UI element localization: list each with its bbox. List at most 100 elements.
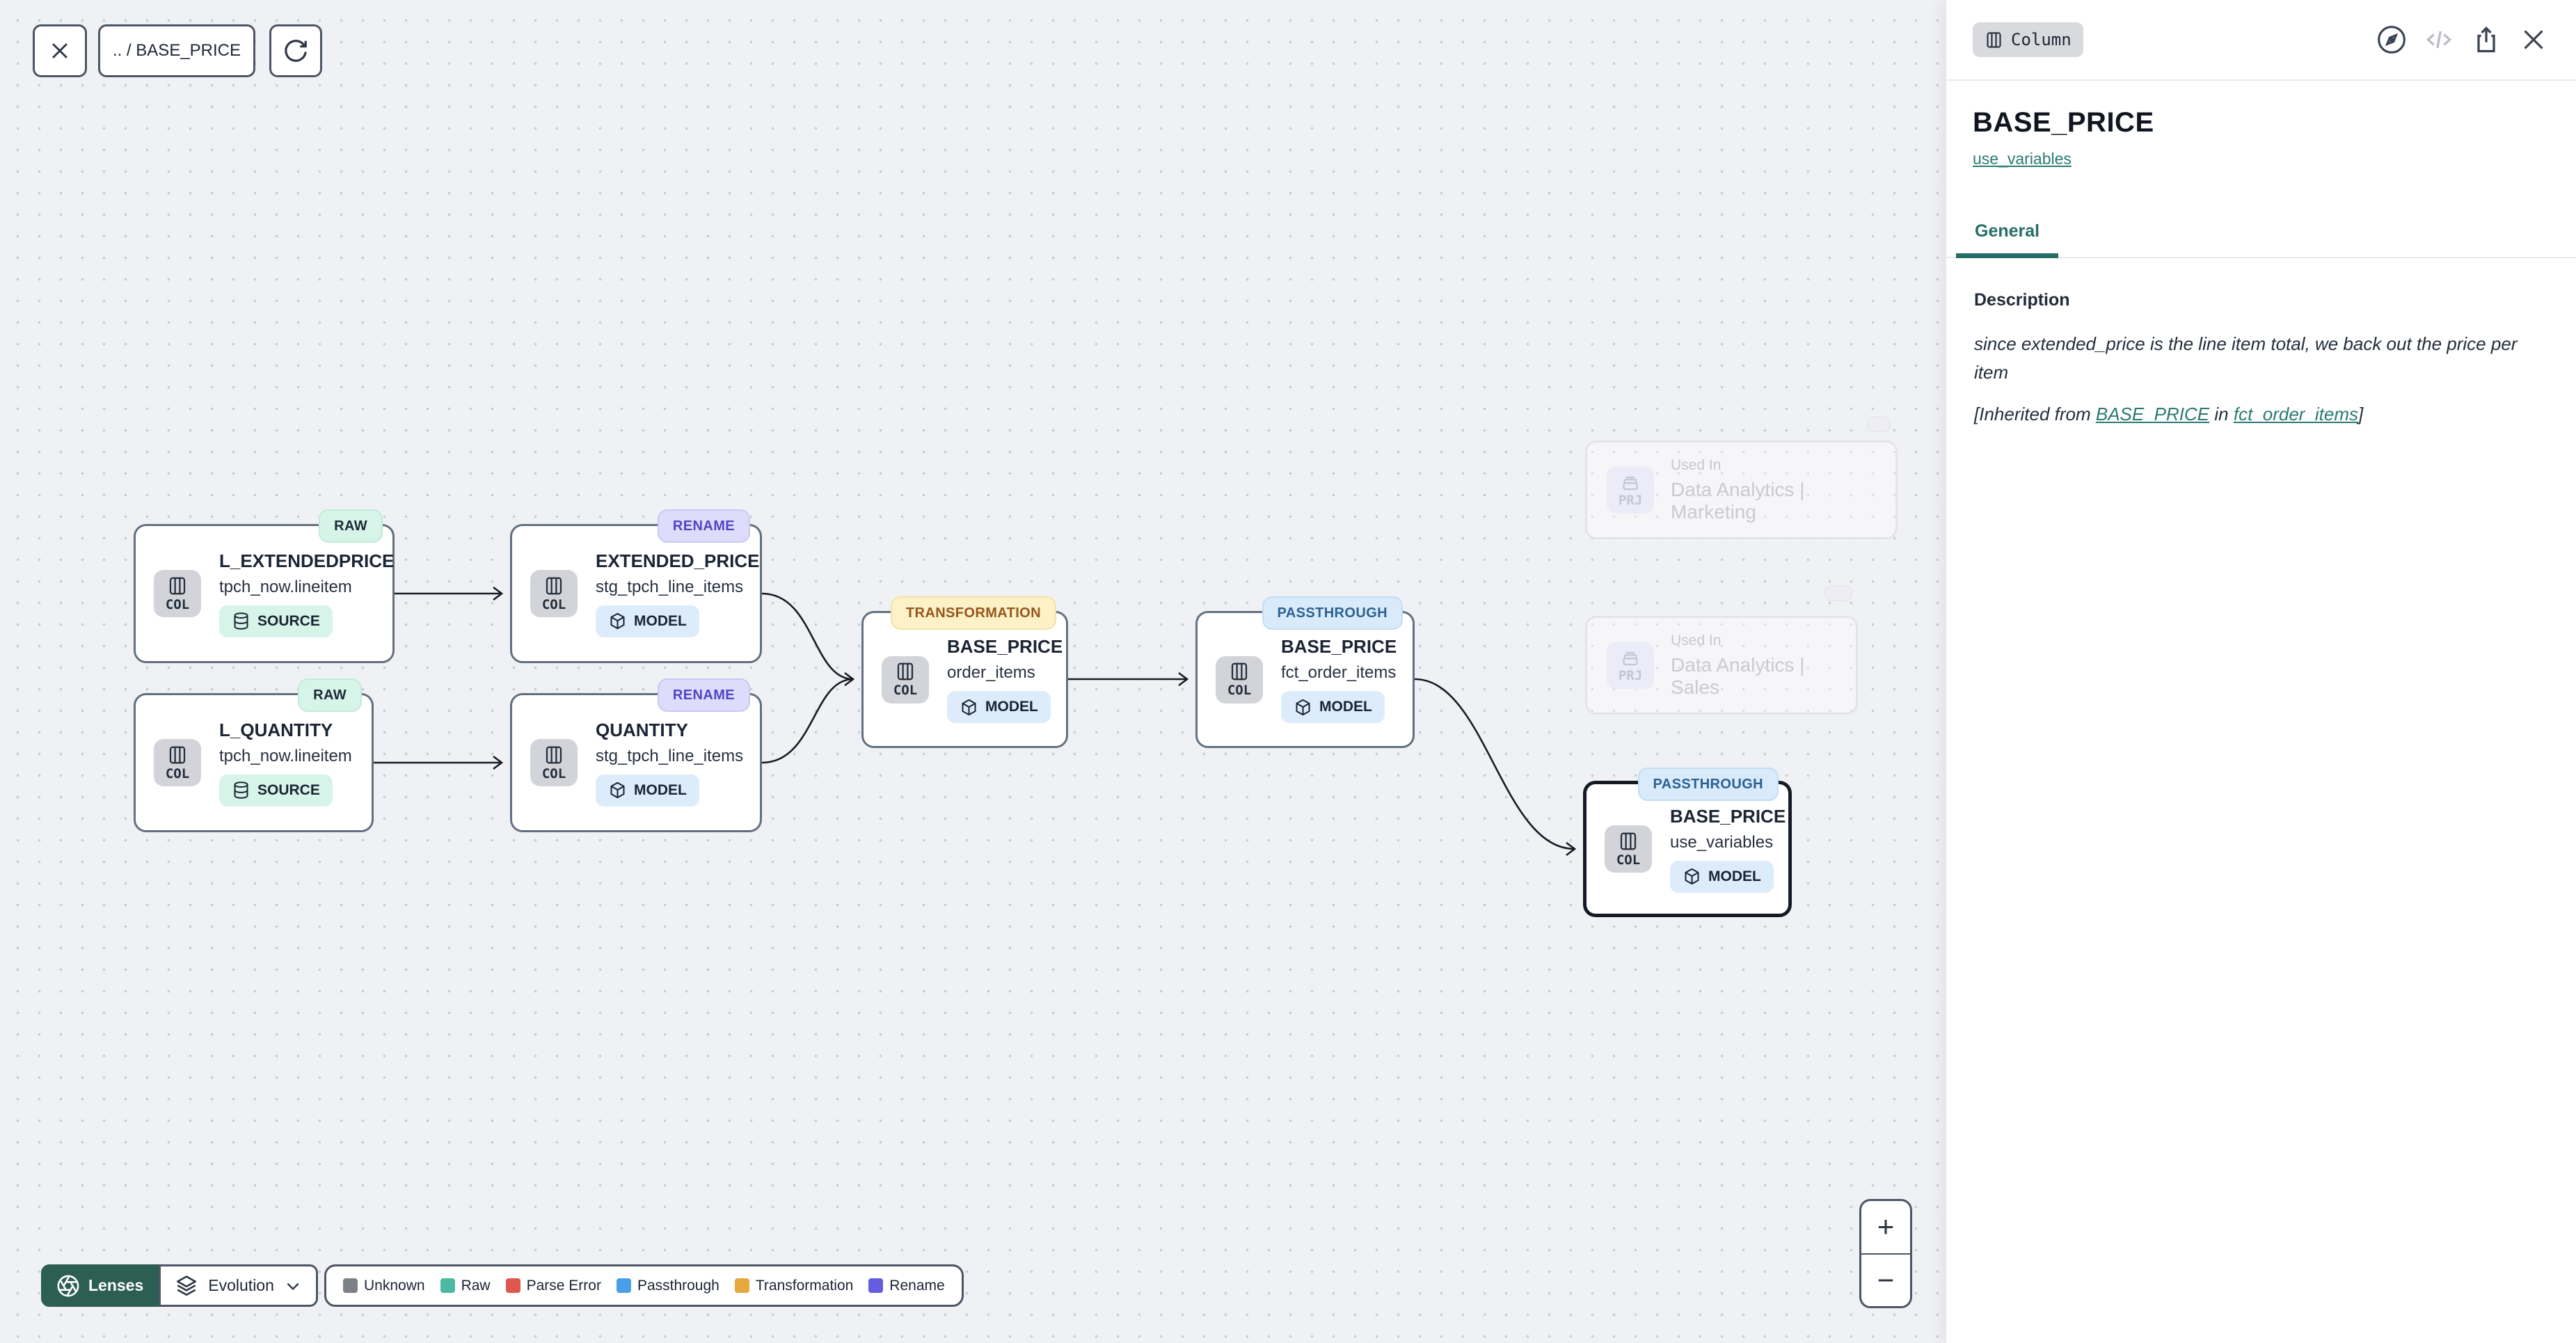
lens-select[interactable]: Evolution bbox=[159, 1264, 318, 1307]
project-icon bbox=[1620, 472, 1641, 493]
cube-icon bbox=[960, 698, 978, 717]
description-body: since extended_price is the line item to… bbox=[1974, 333, 2518, 383]
legend-item: Raw bbox=[440, 1278, 491, 1294]
lineage-node-base_price-use_variables[interactable]: PASSTHROUGH COL BASE_PRICE use_variables MOD… bbox=[1583, 768, 1792, 917]
used-in-node: PRJ Used In Data Analytics | Sales bbox=[1585, 616, 1858, 715]
node-type-pill: MODEL bbox=[947, 691, 1051, 723]
column-icon bbox=[1985, 31, 2003, 49]
close-panel-icon[interactable] bbox=[2518, 24, 2550, 56]
evolution-badge: RENAME bbox=[657, 509, 750, 543]
node-subtitle: order_items bbox=[947, 663, 1035, 682]
description-inherited: [Inherited from BASE_PRICE in fct_order_… bbox=[1974, 404, 2548, 425]
project-kind-badge: PRJ bbox=[1607, 466, 1654, 514]
edge bbox=[761, 678, 854, 764]
project-icon bbox=[1620, 647, 1641, 668]
column-kind-badge: COL bbox=[882, 655, 929, 704]
used-in-node: PRJ Used In Data Analytics | Marketing bbox=[1585, 440, 1898, 539]
lineage-node-l_extendedprice-tpch_now.lineitem[interactable]: RAW COL L_EXTENDEDPRICE tpch_now.lineitem SO… bbox=[134, 509, 395, 663]
node-text: EXTENDED_PRICE stg_tpch_line_items MODEL bbox=[596, 550, 760, 637]
zoom-in-button[interactable]: + bbox=[1877, 1210, 1895, 1243]
edge-arrow bbox=[1566, 841, 1577, 857]
refresh-icon bbox=[283, 38, 309, 64]
node-type-pill: SOURCE bbox=[219, 605, 333, 637]
share-icon[interactable] bbox=[2470, 24, 2502, 56]
legend-item: Unknown bbox=[343, 1278, 425, 1294]
inherited-prefix: [Inherited from bbox=[1974, 404, 2096, 424]
breadcrumb-label: .. / BASE_PRICE bbox=[112, 41, 241, 60]
lineage-node-base_price-order_items[interactable]: TRANSFORMATION COL BASE_PRICE order_items MO… bbox=[861, 596, 1068, 748]
node-title: L_QUANTITY bbox=[219, 719, 333, 740]
node-subtitle: use_variables bbox=[1670, 832, 1774, 852]
faded-badge bbox=[1824, 585, 1852, 601]
breadcrumb[interactable]: .. / BASE_PRICE bbox=[98, 24, 255, 77]
detail-panel: Column BASE_PRICE use_variables Gener bbox=[1946, 0, 2576, 1343]
used-in-label: Used In bbox=[1671, 632, 1722, 649]
zoom-out-button[interactable]: − bbox=[1861, 1253, 1910, 1307]
columns-icon bbox=[543, 745, 564, 765]
layers-icon bbox=[175, 1274, 198, 1298]
column-kind-badge: COL bbox=[154, 739, 201, 786]
node-text: BASE_PRICE order_items MODEL bbox=[947, 636, 1063, 723]
node-title: EXTENDED_PRICE bbox=[596, 550, 760, 571]
legend-swatch bbox=[868, 1278, 884, 1293]
columns-icon bbox=[1618, 831, 1639, 852]
column-kind-badge: COL bbox=[1605, 825, 1652, 873]
explore-compass-icon[interactable] bbox=[2376, 24, 2408, 56]
aperture-icon bbox=[56, 1274, 80, 1298]
evolution-badge: PASSTHROUGH bbox=[1637, 768, 1779, 801]
node-title: BASE_PRICE bbox=[947, 636, 1063, 657]
node-subtitle: stg_tpch_line_items bbox=[596, 577, 744, 596]
lineage-node-base_price-fct_order_items[interactable]: PASSTHROUGH COL BASE_PRICE fct_order_items M… bbox=[1195, 596, 1415, 748]
legend-swatch bbox=[440, 1278, 455, 1293]
lineage-canvas[interactable]: .. / BASE_PRICE RAW COL L_EXTENDEDPRICE tpc… bbox=[0, 0, 1946, 1343]
inherited-suffix: ] bbox=[2358, 404, 2364, 424]
edge-arrow bbox=[493, 755, 504, 770]
node-text: L_EXTENDEDPRICE tpch_now.lineitem SOURCE bbox=[219, 550, 394, 637]
columns-icon bbox=[543, 575, 564, 596]
code-icon[interactable] bbox=[2423, 24, 2455, 56]
lenses-label: Lenses bbox=[88, 1276, 144, 1294]
lineage-node-quantity-stg_tpch_line_items[interactable]: RENAME COL QUANTITY stg_tpch_line_items MODE… bbox=[510, 678, 762, 832]
node-title: L_EXTENDEDPRICE bbox=[219, 550, 395, 571]
column-kind-badge: COL bbox=[530, 570, 578, 617]
node-type-pill: SOURCE bbox=[219, 774, 333, 806]
edge-arrow bbox=[1178, 672, 1189, 687]
panel-tabs: General bbox=[1946, 221, 2576, 258]
inherited-model-link[interactable]: fct_order_items bbox=[2233, 404, 2359, 424]
lineage-node-extended_price-stg_tpch_line_items[interactable]: RENAME COL EXTENDED_PRICE stg_tpch_line_ite… bbox=[510, 509, 762, 663]
close-graph-button[interactable] bbox=[33, 24, 87, 77]
cube-icon bbox=[1294, 698, 1312, 717]
column-kind-badge: COL bbox=[154, 570, 201, 617]
edge bbox=[761, 592, 854, 681]
cube-icon bbox=[608, 612, 627, 630]
edge-arrow bbox=[493, 586, 504, 601]
lenses-button[interactable]: Lenses bbox=[41, 1264, 159, 1307]
tab-general[interactable]: General bbox=[1956, 221, 2059, 258]
node-subtitle: fct_order_items bbox=[1281, 663, 1397, 682]
entity-type-label: Column bbox=[2011, 30, 2072, 49]
lineage-edges bbox=[374, 586, 1577, 857]
node-type-pill: MODEL bbox=[596, 774, 699, 806]
node-text: BASE_PRICE fct_order_items MODEL bbox=[1281, 636, 1397, 723]
model-link[interactable]: use_variables bbox=[1973, 150, 2072, 168]
lens-legend: Unknown Raw Parse Error Passthrough Transfor… bbox=[324, 1264, 964, 1307]
node-title: QUANTITY bbox=[596, 719, 688, 740]
legend-item: Transformation bbox=[734, 1278, 853, 1294]
lineage-node-l_quantity-tpch_now.lineitem[interactable]: RAW COL L_QUANTITY tpch_now.lineitem SOURCE bbox=[134, 678, 374, 832]
node-text: QUANTITY stg_tpch_line_items MODEL bbox=[596, 720, 743, 806]
node-title: BASE_PRICE bbox=[1670, 805, 1786, 827]
lenses-control: Lenses Evolution bbox=[41, 1264, 318, 1307]
cube-icon bbox=[608, 781, 627, 800]
columns-icon bbox=[167, 745, 188, 765]
used-in-label: Used In bbox=[1671, 456, 1722, 473]
edge bbox=[1414, 678, 1575, 850]
close-icon bbox=[48, 39, 72, 63]
node-subtitle: tpch_now.lineitem bbox=[219, 746, 352, 765]
refresh-button[interactable] bbox=[269, 24, 322, 77]
project-kind-badge: PRJ bbox=[1607, 642, 1654, 689]
zoom-control: + − bbox=[1859, 1199, 1912, 1308]
entity-type-badge: Column bbox=[1973, 22, 2083, 57]
used-in-name: Data Analytics | Sales bbox=[1671, 653, 1805, 698]
inherited-column-link[interactable]: BASE_PRICE bbox=[2095, 404, 2210, 424]
